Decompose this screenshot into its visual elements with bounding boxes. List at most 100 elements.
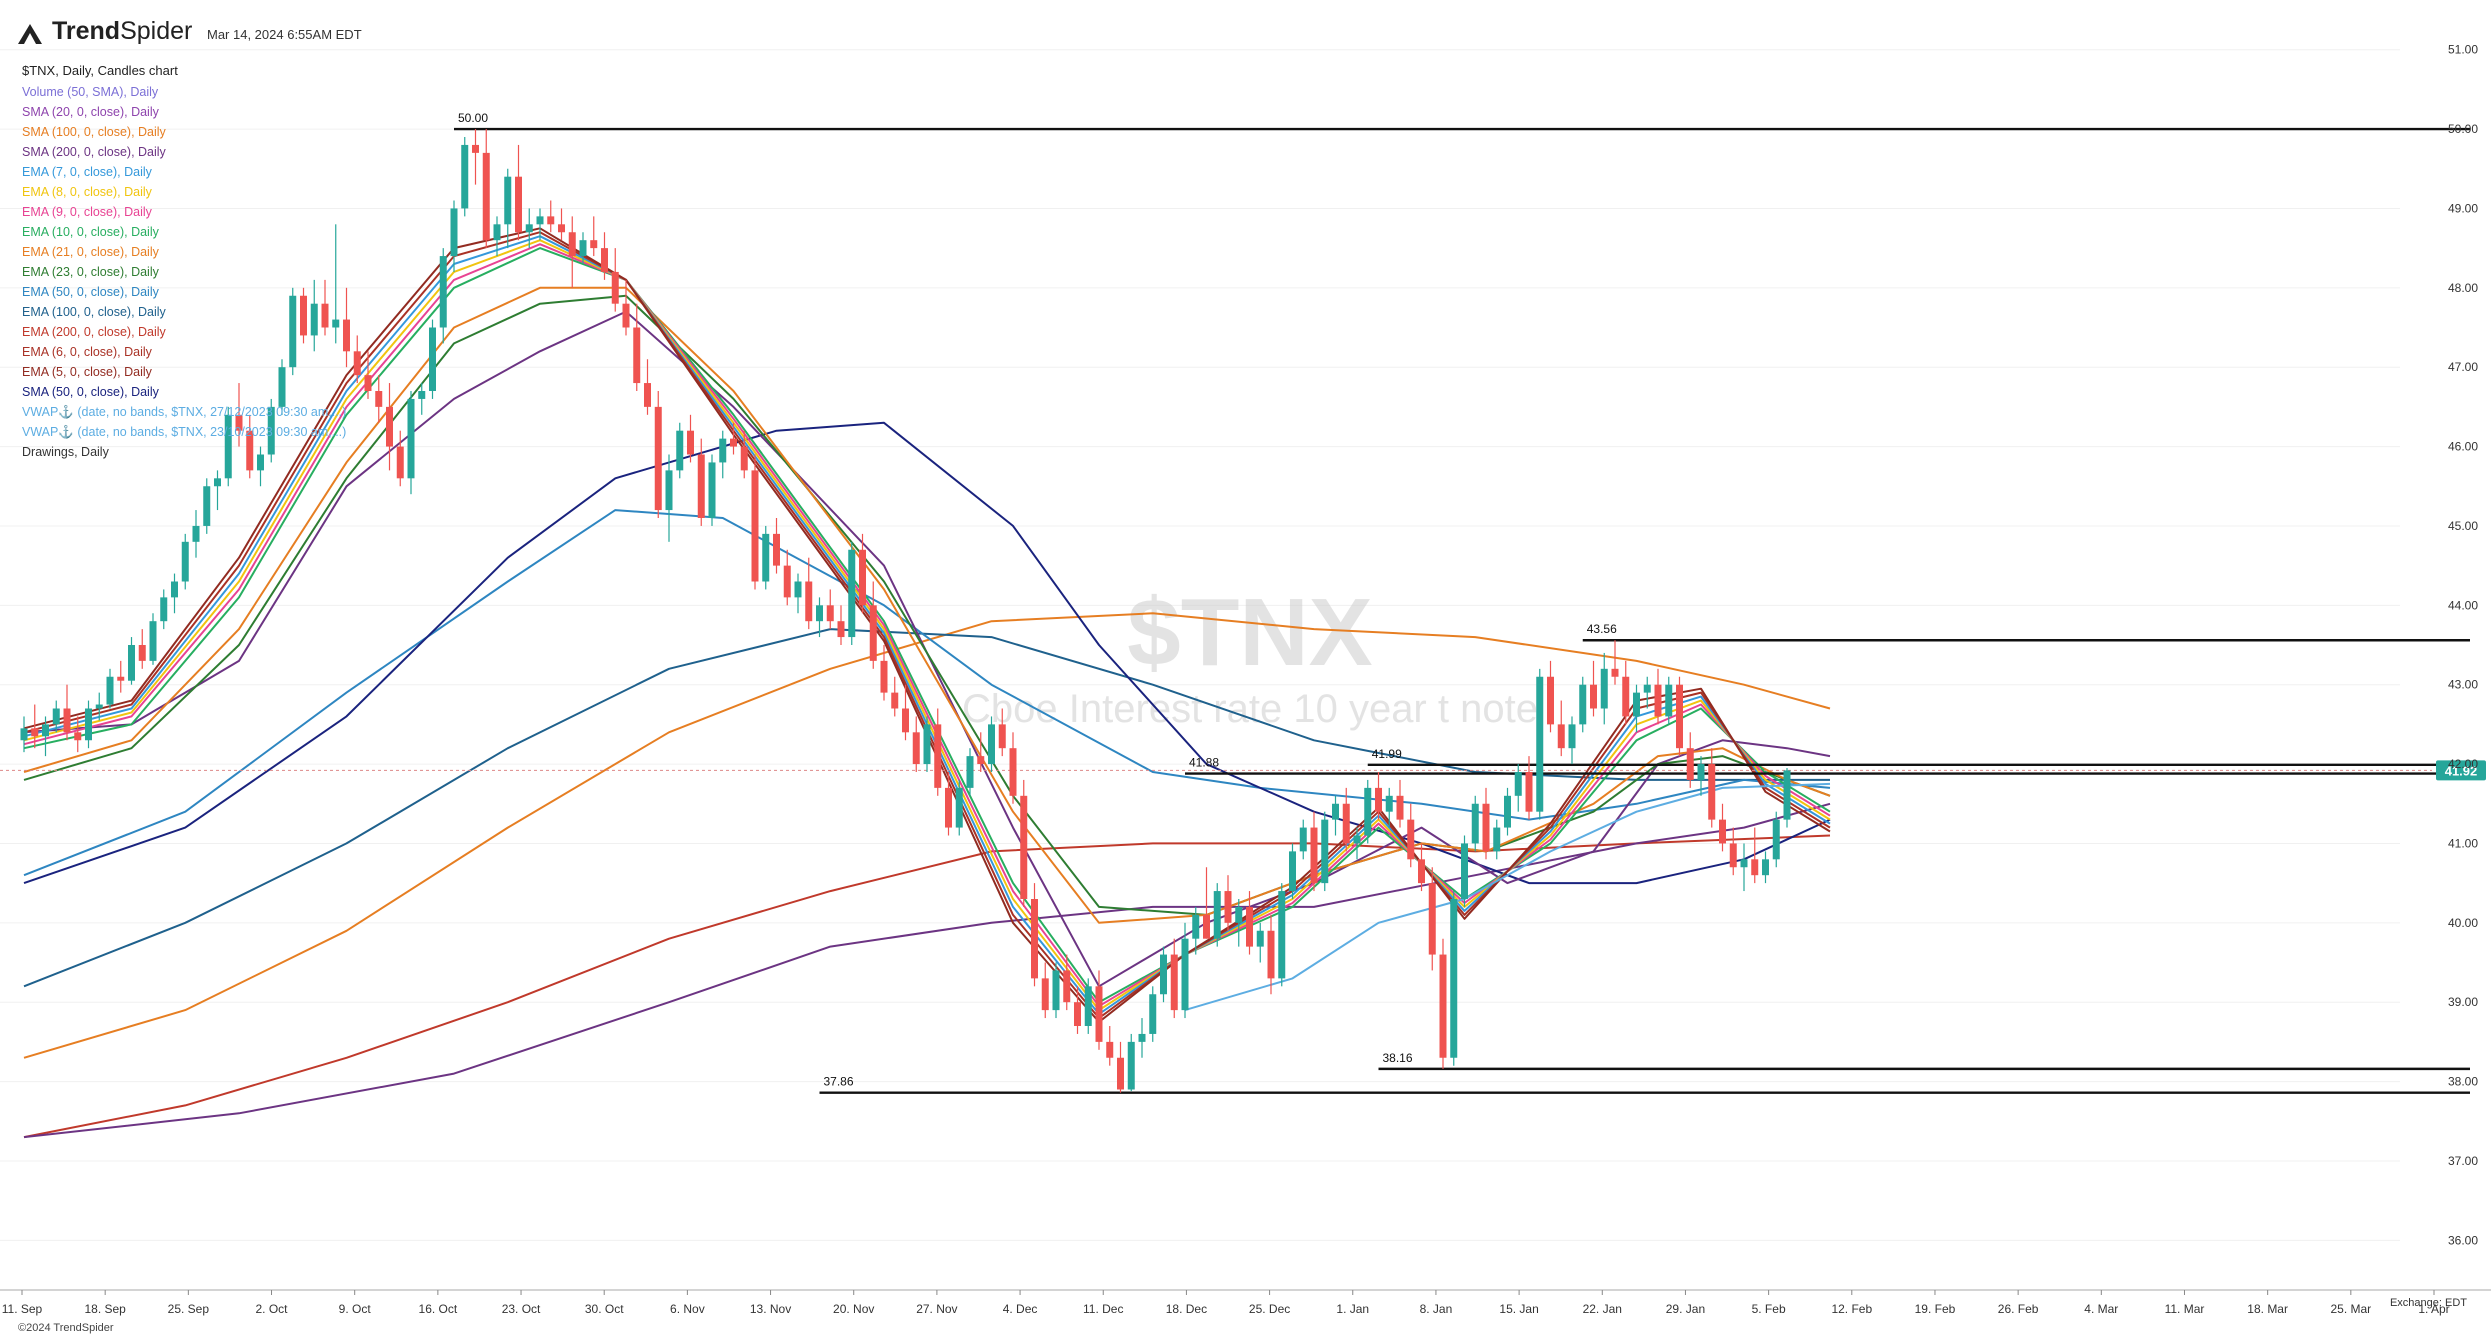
candle — [568, 216, 576, 288]
legend-item[interactable]: EMA (9, 0, close), Daily — [22, 205, 152, 219]
candle — [1643, 676, 1651, 709]
candle — [1547, 660, 1554, 733]
candle — [160, 589, 168, 630]
candle-body — [224, 414, 232, 479]
candle-body — [1590, 684, 1597, 709]
candle-body — [515, 176, 522, 233]
y-tick-label: 37.00 — [2448, 1154, 2478, 1168]
y-tick-label: 43.00 — [2448, 678, 2478, 692]
level-label: 41.88 — [1189, 756, 1219, 770]
candle-body — [998, 724, 1006, 749]
y-tick-label: 48.00 — [2448, 281, 2478, 295]
candle-body — [1009, 748, 1017, 796]
candle — [880, 645, 888, 701]
watermark-symbol: $TNX — [1127, 579, 1372, 686]
candle-body — [1471, 803, 1479, 844]
x-tick-label: 18. Sep — [84, 1302, 126, 1316]
candle — [257, 446, 264, 487]
legend-item[interactable]: Volume (50, SMA), Daily — [22, 85, 159, 99]
candle — [1353, 827, 1361, 860]
candle — [1439, 938, 1447, 1069]
candle-body — [783, 565, 791, 598]
candle-body — [945, 787, 952, 828]
candle — [289, 287, 297, 376]
x-tick-label: 4. Dec — [1003, 1302, 1038, 1316]
legend-item[interactable]: VWAP⚓ (date, no bands, $TNX, 23/10/2023 … — [22, 425, 347, 439]
candle-body — [1364, 787, 1372, 836]
candle-body — [751, 470, 759, 582]
candle — [117, 660, 125, 693]
legend-item[interactable]: SMA (200, 0, close), Daily — [22, 145, 166, 159]
candle-body — [278, 367, 286, 407]
legend-item[interactable]: SMA (20, 0, close), Daily — [22, 105, 159, 119]
y-tick-label: 38.00 — [2448, 1075, 2478, 1089]
candle — [654, 391, 662, 518]
series-line — [23, 834, 1831, 1139]
trendspider-logo[interactable]: TrendSpider — [16, 17, 192, 46]
candle-body — [418, 391, 426, 399]
candle-body — [869, 605, 877, 661]
candle — [590, 216, 598, 257]
candle-body — [1633, 692, 1640, 717]
candle — [1729, 827, 1737, 876]
candle-body — [1579, 684, 1587, 725]
candle-body — [1439, 954, 1447, 1058]
candle — [1052, 962, 1060, 1019]
candle — [353, 335, 361, 384]
candle-body — [697, 454, 705, 518]
candle-body — [601, 248, 608, 272]
candle — [730, 422, 737, 455]
candle-body — [1256, 930, 1264, 947]
candle-body — [826, 605, 834, 622]
candle-body — [407, 398, 415, 479]
candle — [633, 303, 641, 391]
candle — [1009, 732, 1017, 804]
legend-item[interactable]: SMA (50, 0, close), Daily — [22, 385, 159, 399]
legend-item[interactable]: SMA (100, 0, close), Daily — [22, 125, 166, 139]
candle — [203, 478, 211, 534]
candle — [472, 129, 479, 185]
candle-body — [1224, 891, 1232, 923]
candle-body — [1654, 684, 1662, 717]
candle-body — [1310, 827, 1318, 884]
candle — [665, 454, 673, 542]
legend-item[interactable]: EMA (7, 0, close), Daily — [22, 165, 152, 179]
candle-body — [966, 756, 974, 788]
candle — [1600, 652, 1608, 725]
legend-item[interactable]: EMA (6, 0, close), Daily — [22, 345, 152, 359]
legend-item[interactable]: EMA (10, 0, close), Daily — [22, 225, 159, 239]
x-tick-label: 26. Feb — [1998, 1302, 2039, 1316]
candle-body — [472, 144, 479, 153]
legend-item[interactable]: VWAP⚓ (date, no bands, $TNX, 27/12/2023 … — [22, 405, 347, 419]
candle-body — [1643, 684, 1651, 693]
candle — [912, 716, 920, 772]
x-tick-label: 6. Nov — [670, 1302, 705, 1316]
candle-body — [912, 732, 920, 765]
candle — [31, 704, 39, 749]
candle — [525, 208, 533, 249]
candle-body — [611, 271, 619, 304]
legend-item[interactable]: EMA (100, 0, close), Daily — [22, 305, 166, 319]
candle-body — [63, 708, 71, 733]
candle — [1084, 978, 1092, 1034]
candle-body — [450, 208, 458, 257]
candle — [1267, 914, 1275, 995]
legend-item[interactable]: EMA (200, 0, close), Daily — [22, 325, 166, 339]
candle-body — [934, 724, 942, 788]
legend-item[interactable]: EMA (5, 0, close), Daily — [22, 365, 152, 379]
candle — [1536, 668, 1544, 820]
legend-item[interactable]: EMA (21, 0, close), Daily — [22, 245, 159, 259]
legend-item[interactable]: EMA (50, 0, close), Daily — [22, 285, 159, 299]
candle-body — [289, 295, 297, 368]
legend-item[interactable]: EMA (8, 0, close), Daily — [22, 185, 152, 199]
candle — [783, 549, 791, 606]
candle — [332, 224, 340, 344]
legend-item[interactable]: EMA (23, 0, close), Daily — [22, 265, 159, 279]
legend-item[interactable]: Drawings, Daily — [22, 445, 109, 459]
axes: 36.00 37.00 38.00 39.00 40.00 41.00 42.00 43.00… — [0, 43, 2491, 1316]
candle — [1342, 787, 1350, 852]
candle-body — [1063, 970, 1071, 1003]
y-tick-label: 40.00 — [2448, 916, 2478, 930]
candle-body — [106, 676, 114, 705]
